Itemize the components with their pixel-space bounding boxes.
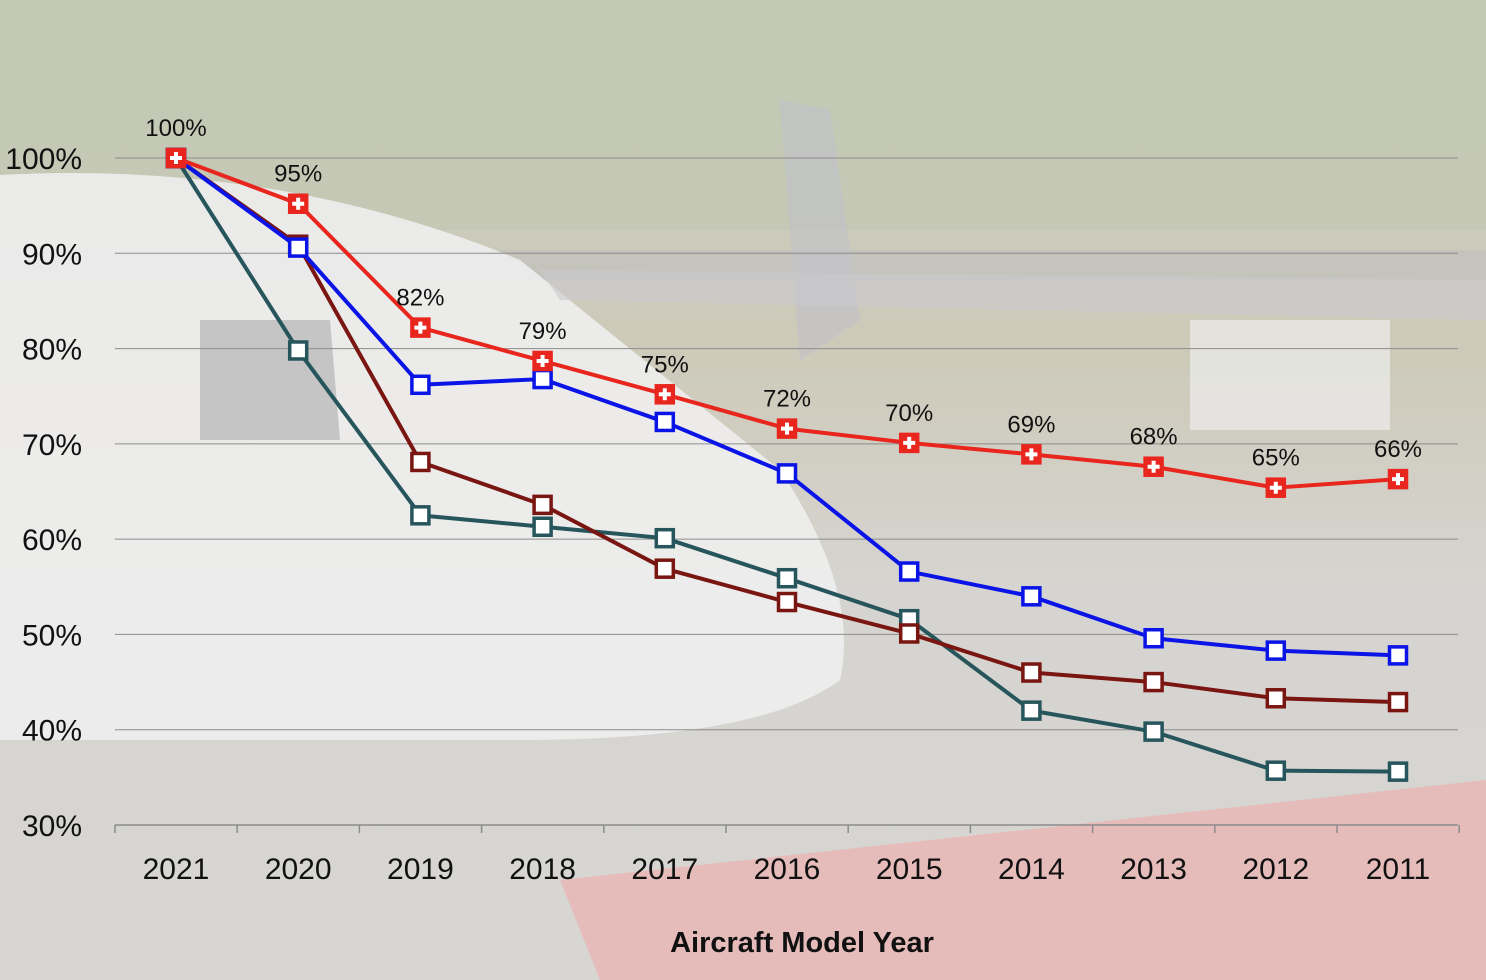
series-3-point [1143,671,1164,693]
series-2-point [532,368,553,390]
series-4-point [1265,760,1287,781]
series-4-point [1143,721,1164,742]
series-2-point [1387,645,1409,666]
series-4 [165,147,1409,782]
series-1-point-cross [1147,460,1160,473]
data-label: 95% [274,161,322,188]
series-2-point [898,561,920,582]
data-label: 75% [641,351,689,378]
series-1 [165,147,1409,498]
x-tick-label-2017: 2017 [631,853,698,886]
data-label: 82% [396,285,444,312]
series-1-point-cross [170,152,182,164]
series-3-point [410,451,431,473]
x-tick-label-2019: 2019 [387,853,454,886]
data-label: 68% [1130,424,1178,451]
series-2-point [287,237,309,258]
x-tick-label-2016: 2016 [754,853,821,886]
y-tick-label: 60% [22,524,82,557]
series-4-point [532,516,553,538]
labels-layer: 100% 95% 82% 79% 75% 72% 70% 69% 68% 65% 66% [145,115,1422,472]
x-tick-label-2013: 2013 [1120,853,1187,886]
series-2-point [1021,586,1042,607]
series-4-point [1387,761,1409,782]
series-2-point [654,411,676,433]
data-label: 70% [885,400,933,427]
y-tick-label: 30% [22,810,82,843]
series-1-point-cross [781,422,793,435]
series-2 [165,147,1409,666]
y-tick-label: 40% [22,715,82,748]
series-1-point-cross [414,321,427,334]
x-tick-label-2011: 2011 [1366,853,1431,886]
series-1-point-cross [1392,473,1404,486]
x-tick-label-2015: 2015 [876,853,943,886]
series-3-point [532,494,553,516]
series-2-point [1143,627,1164,649]
x-axis-title: Aircraft Model Year [670,927,934,959]
series-4-point [287,340,309,361]
series-1-point-cross [292,197,305,210]
y-tick-label: 70% [22,429,82,462]
series-3-point [898,623,920,644]
series-3-point [1265,688,1287,709]
gridlines [115,157,1458,826]
series-3-point [1387,691,1409,713]
series-4-point [776,567,798,589]
x-tick-label-2014: 2014 [998,853,1065,886]
series-3-point [776,591,798,613]
series-2-point [1265,640,1287,661]
series-3-point [654,558,676,579]
data-label: 66% [1374,436,1422,463]
data-label: 69% [1007,411,1055,438]
series-4-point [410,505,431,526]
series-3-point [1021,662,1042,683]
x-tick-label-2012: 2012 [1242,853,1309,886]
series-1-point-cross [903,436,916,449]
series-2-point [410,374,431,396]
series-4-point [654,527,676,549]
x-tick-label-2021: 2021 [143,853,210,886]
series-1-point-cross [536,354,549,367]
data-label: 100% [145,115,206,142]
data-label: 79% [519,318,567,345]
x-tick-label-2018: 2018 [509,853,576,886]
axes: 100% 90% 80% 70% 60% 50% 40% 30% 2021 2020 2019 201… [5,143,1460,886]
data-label: 65% [1252,445,1300,472]
y-tick-label: 100% [5,143,82,176]
y-tick-label: 90% [22,238,82,271]
x-tick-label-2020: 2020 [265,853,332,886]
series-1-point-cross [1269,481,1282,494]
series-1-point-cross [1025,448,1038,461]
series-1-point-cross [658,388,671,401]
data-label: 72% [763,386,811,413]
y-tick-label: 50% [22,619,82,652]
series-2-point [776,463,798,484]
series-4-point [1021,700,1042,721]
y-tick-label: 80% [22,334,82,367]
series-layer [165,147,1409,782]
